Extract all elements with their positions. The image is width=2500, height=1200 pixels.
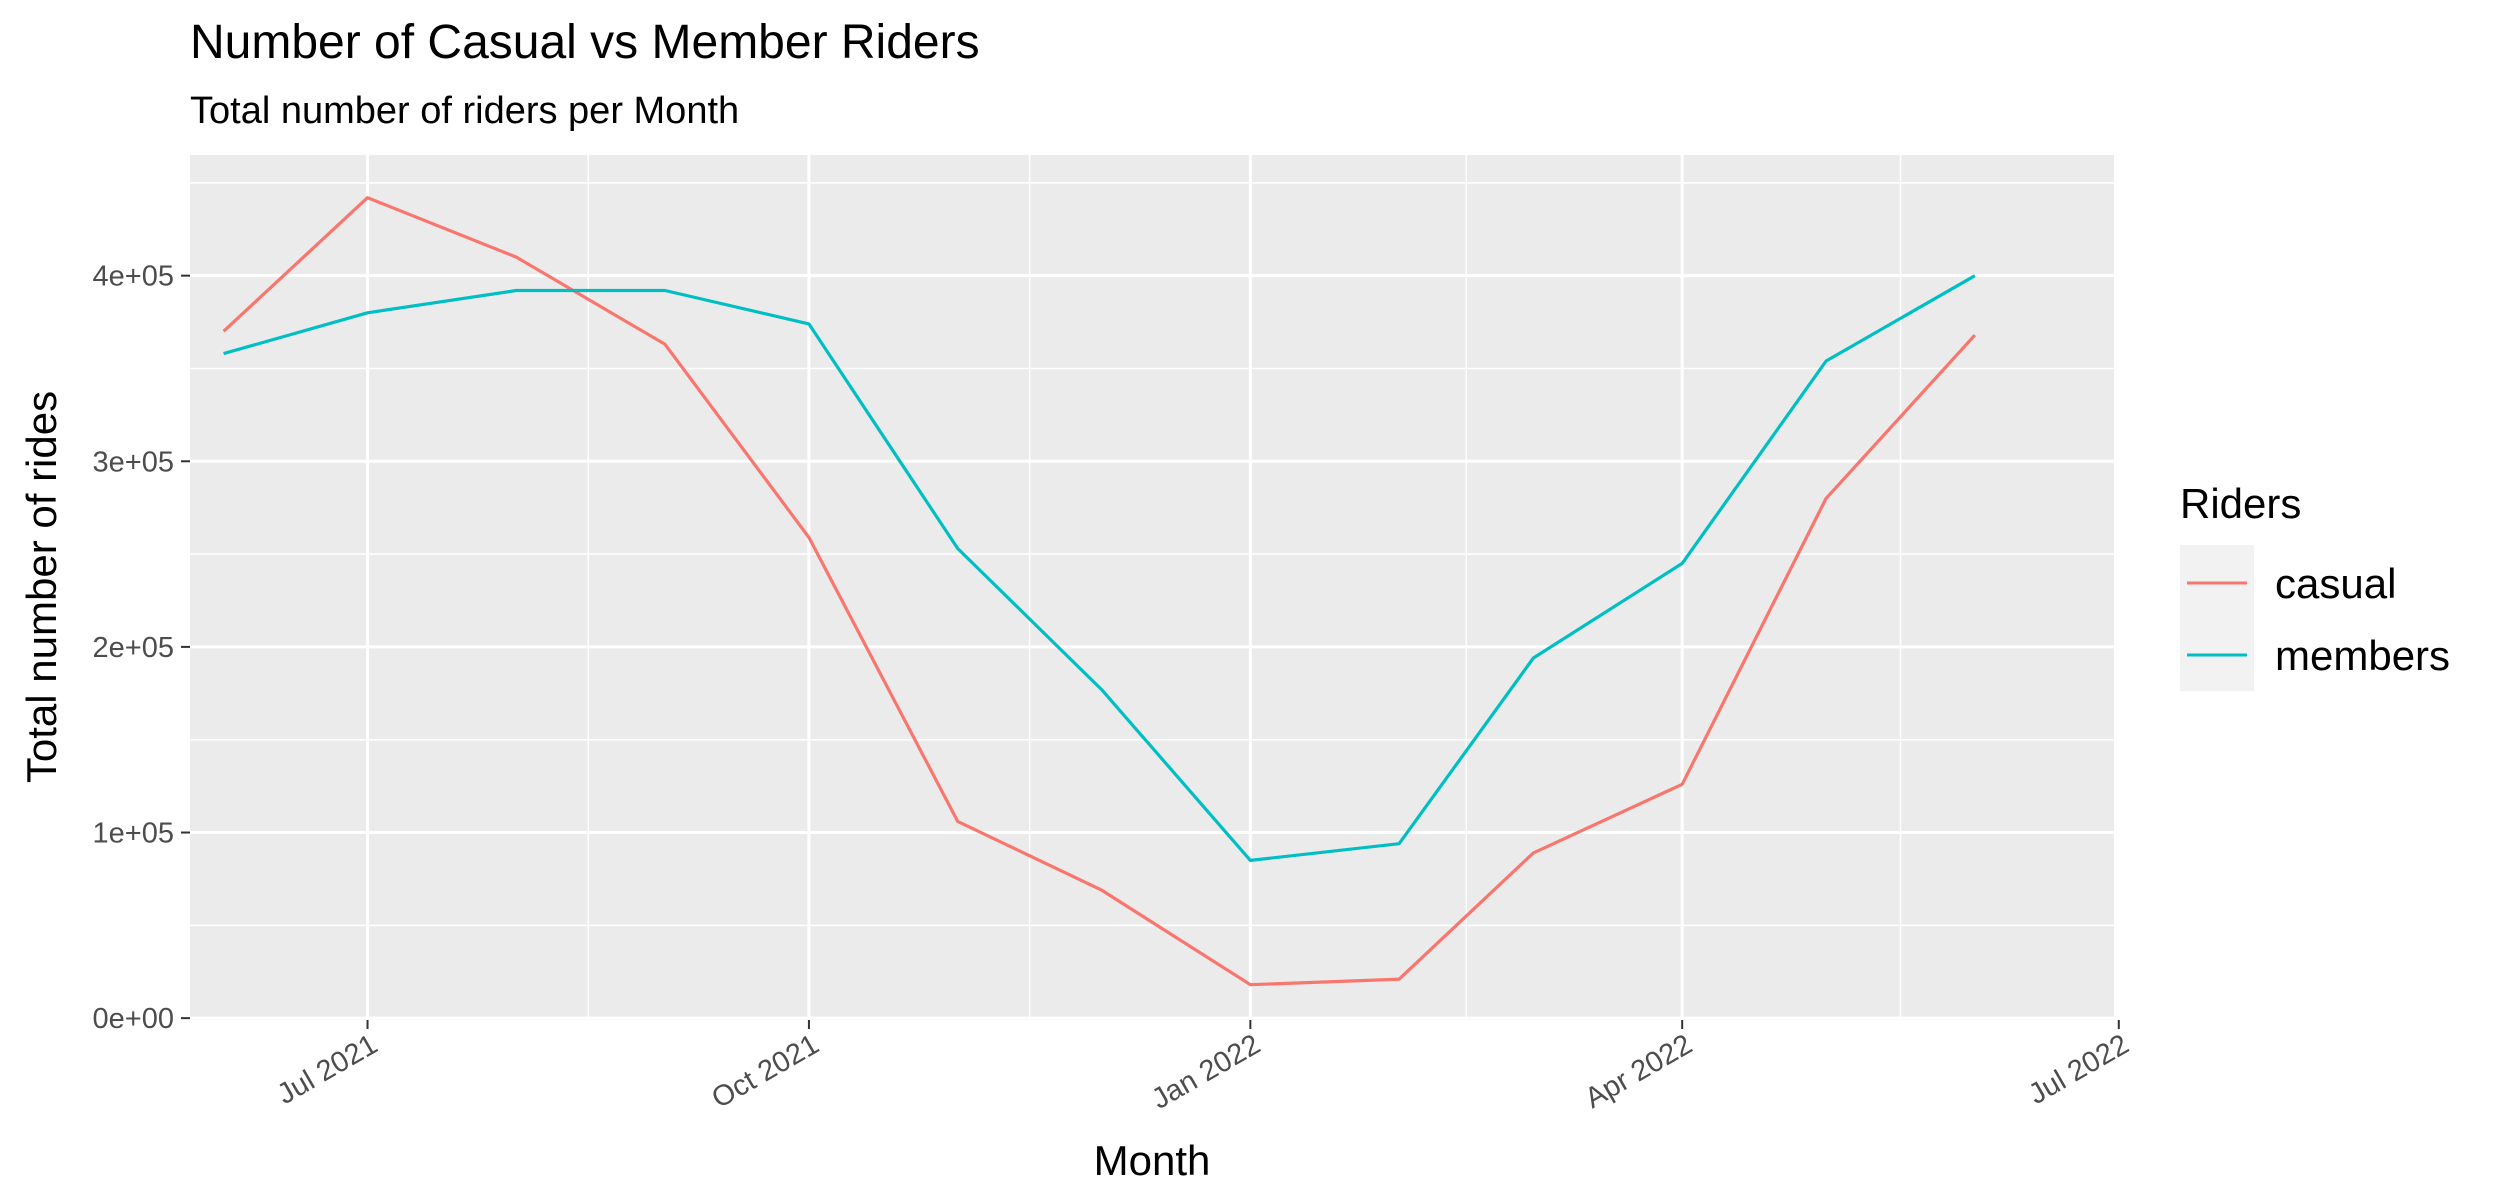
x-axis-title: Month	[1094, 1137, 1211, 1184]
legend-label-members: members	[2275, 632, 2450, 679]
x-tick-label: Jul 2022	[2023, 1028, 2134, 1111]
x-axis-ticks: Jul 2021 Oct 2021 Jan 2022 Apr 2022 Jul 2022	[272, 1020, 2134, 1116]
chart-title: Number of Casual vs Member Riders	[190, 16, 980, 69]
x-tick-label: Apr 2022	[1580, 1028, 1698, 1115]
series-line-members	[223, 274, 1976, 863]
y-tick-label: 4e+05	[93, 261, 174, 293]
y-tick-label: 0e+00	[93, 1003, 174, 1035]
plot-panel	[190, 155, 2114, 1020]
legend-title: Riders	[2180, 480, 2301, 527]
y-axis-ticks: 0e+00 1e+05 2e+05 3e+05 4e+05	[93, 261, 190, 1035]
y-tick-label: 1e+05	[93, 818, 174, 850]
chart-subtitle: Total number of riders per Month	[190, 90, 739, 132]
major-gridlines	[190, 155, 2121, 1020]
legend-label-casual: casual	[2275, 560, 2396, 607]
series-line-casual	[222, 196, 1977, 987]
legend-key-background	[2180, 545, 2254, 691]
series-layer	[222, 196, 1977, 987]
x-tick-label: Jan 2022	[1147, 1028, 1266, 1115]
y-axis-title: Total number of rides	[18, 391, 65, 783]
x-tick-label: Jul 2021	[272, 1028, 383, 1111]
legend: Riders casual members	[2180, 480, 2450, 691]
y-tick-label: 2e+05	[93, 632, 174, 664]
y-tick-label: 3e+05	[93, 446, 174, 478]
x-tick-label: Oct 2021	[707, 1028, 825, 1115]
